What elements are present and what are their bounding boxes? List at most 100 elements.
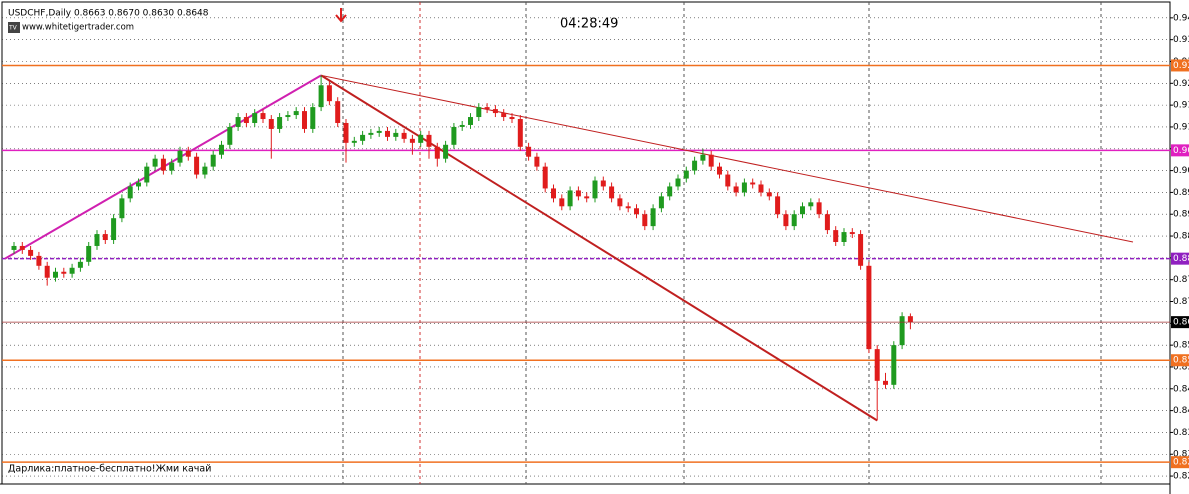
candle-body [858,234,864,266]
candle-body [526,146,532,157]
candle-body [194,156,200,175]
candle-body [509,117,515,120]
candle-body [268,119,274,129]
candle-body [302,111,307,129]
candle-body [592,180,598,199]
y-tick-label: 0.9415 [1173,13,1189,23]
candle-body [102,234,108,241]
candle-body [476,107,482,118]
candle-body [725,174,731,187]
candle-body [185,150,191,157]
candle-body [766,192,772,197]
candle-body [36,255,42,266]
y-tick-label: 0.8755 [1173,275,1189,285]
candle-body [625,206,631,209]
candle-body [160,158,166,171]
candle-body [443,144,449,159]
candle-body [542,166,548,189]
candle-body [393,132,399,137]
candle-body [401,132,407,139]
candle-body [335,101,341,123]
candle-body [19,245,25,250]
candle-body [824,214,830,231]
candle-body [700,154,706,161]
level-label: 0.9081 [1173,146,1189,156]
current-price-box [1171,316,1189,329]
candle-body [741,182,747,193]
candle-body [575,190,581,197]
candle-body [169,162,175,171]
candle-body [683,170,689,179]
y-tick-label: 0.8535 [1173,362,1189,372]
candle-body [119,198,125,219]
y-tick-label: 0.8975 [1173,188,1189,198]
candle-body [409,138,415,143]
y-tick-label: 0.8370 [1173,428,1189,438]
candle-body [733,186,739,193]
level-label-box [1171,144,1189,157]
candle-body [343,122,349,143]
y-tick-label: 0.9360 [1173,35,1189,45]
candle-body [650,208,656,227]
current-price-label: 0.8648 [1173,318,1189,328]
candle-body [841,232,847,242]
level-label: 0.8552 [1173,356,1189,366]
candle-body [675,178,681,187]
candle-body [791,214,797,227]
y-tick-label: 0.8260 [1173,472,1189,482]
candle-body [360,134,366,141]
candle-body [136,182,141,187]
candle-body [617,198,623,207]
candle-body [351,140,357,143]
candle-body [418,134,424,143]
candle-body [907,316,913,323]
candle-body [833,230,839,242]
candle-body [708,154,714,167]
level-label: 0.8808 [1173,254,1189,264]
candle-body [600,180,606,187]
y-tick-label: 0.8920 [1173,210,1189,220]
candle-body [484,107,490,110]
candle-body [468,117,473,125]
candle-body [692,160,698,171]
candle-body [849,232,855,235]
candle-body [584,196,590,199]
candle-body [144,166,150,183]
candle-body [874,349,880,381]
candle-body [426,134,432,147]
trend-line [320,74,878,422]
candle-body [517,119,523,147]
y-tick-label: 0.8865 [1173,232,1189,242]
candle-body [61,271,67,274]
chart-title: USDCHF,Daily 0.8663 0.8670 0.8630 0.8648 [8,9,209,19]
candle-body [891,345,897,385]
y-tick-label: 0.8480 [1173,384,1189,394]
candle-body [385,130,390,137]
candle-body [866,265,872,350]
candle-body [775,196,781,215]
candle-body [219,144,224,155]
candle-body [318,85,324,108]
candle-body [376,130,382,133]
signal-arrow [335,8,347,23]
level-label: 0.9295 [1173,61,1189,71]
candle-body [94,234,100,246]
subtitle: www.whitetigertrader.com [22,23,134,33]
level-label-box [1171,252,1189,265]
vertical-separators [342,2,1102,484]
candle-body [152,158,158,167]
y-tick-label: 0.9030 [1173,166,1189,176]
level-label-box [1171,59,1189,72]
candle-body [53,271,58,278]
candle-body [252,113,258,123]
annotation: Дарлика:платное-бесплатно!Жми качай [8,464,211,475]
candle-body [77,261,83,268]
candle-body [451,126,457,145]
level-label-box [1171,456,1189,469]
candle-body [750,182,756,185]
y-tick-label: 0.8590 [1173,341,1189,351]
candle-body [501,113,507,118]
y-tick-label: 0.8700 [1173,297,1189,307]
trend-line [320,74,1134,243]
